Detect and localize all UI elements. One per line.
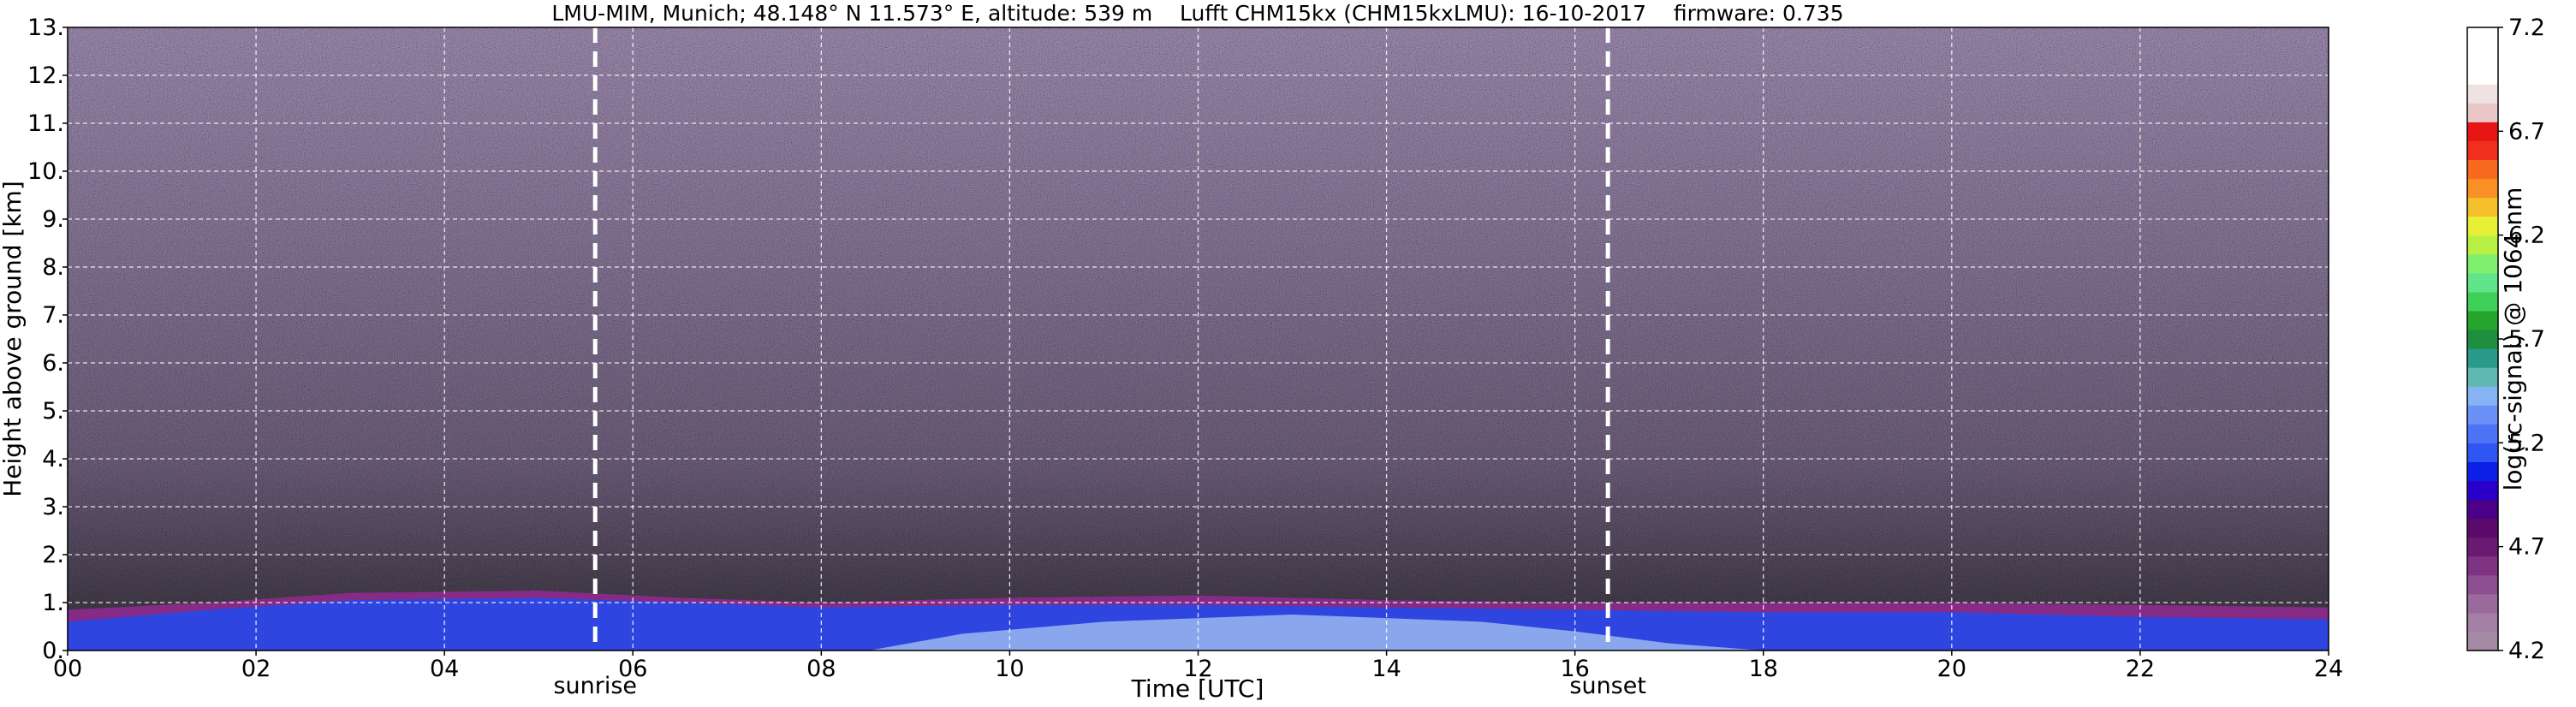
x-tick-label: 02 [241, 656, 271, 682]
y-tick-label: 10. [27, 158, 64, 185]
colorbar-segment [2467, 291, 2498, 312]
y-tick-label: 0. [42, 638, 64, 664]
sun-labels: sunrise sunset [553, 673, 1646, 699]
colorbar-segment [2467, 405, 2498, 425]
colorbar-segment [2467, 272, 2498, 293]
colorbar-segment [2467, 103, 2498, 122]
y-tick-label: 6. [42, 350, 64, 377]
colorbar-segment [2467, 461, 2498, 482]
colorbar-tick-label: 7.2 [2508, 15, 2545, 41]
colorbar-tick-label: 4.7 [2508, 534, 2545, 561]
colorbar-segment [2467, 197, 2498, 217]
x-tick-label: 16 [1560, 656, 1589, 682]
colorbar-segment [2467, 178, 2498, 199]
x-tick-label: 10 [995, 656, 1024, 682]
colorbar-tick-label: 5.7 [2508, 326, 2545, 353]
y-tick-label: 7. [42, 302, 64, 329]
colorbar-segment [2467, 348, 2498, 368]
colorbar: 4.2 4.7 5.2 5.7 6.2 6.7 7.2 [2466, 15, 2545, 664]
x-tick-label: 08 [806, 656, 836, 682]
x-axis-label: Time [UTC] [1131, 674, 1264, 703]
colorbar-segment [2467, 84, 2498, 104]
colorbar-segment [2467, 122, 2498, 141]
plot-area [68, 27, 2329, 651]
colorbar-segment [2467, 612, 2498, 633]
colorbar-segment [2467, 574, 2498, 595]
sun-lines [592, 27, 1610, 651]
colorbar-segment [2467, 556, 2498, 576]
colorbar-segment [2467, 46, 2498, 66]
colorbar-segment [2467, 367, 2498, 387]
x-tick-label: 12 [1183, 656, 1212, 682]
colorbar-segment [2467, 216, 2498, 236]
y-axis-label: Height above ground [km] [0, 181, 27, 497]
colorbar-label: log(rc-signal) @ 1064 nm [2499, 187, 2527, 491]
colorbar-segment [2467, 499, 2498, 520]
colorbar-segment [2467, 593, 2498, 614]
y-tick-label: 4. [42, 446, 64, 472]
y-tick-label: 13. [27, 15, 64, 41]
x-tick-label: 04 [430, 656, 459, 682]
y-tick-label: 12. [27, 62, 64, 89]
colorbar-segment [2467, 424, 2498, 443]
chart-title: LMU-MIM, Munich; 48.148° N 11.573° E, al… [551, 1, 1843, 26]
y-tick-label: 11. [27, 110, 64, 137]
colorbar-segment [2467, 480, 2498, 501]
y-tick-label: 3. [42, 494, 64, 520]
colorbar-segment [2467, 537, 2498, 557]
colorbar-segment [2467, 518, 2498, 538]
colorbar-tick-label: 4.2 [2508, 638, 2545, 664]
colorbar-segment [2467, 310, 2498, 330]
colorbar-segment [2467, 235, 2498, 255]
y-tick-label: 5. [42, 398, 64, 425]
x-tick-label: 24 [2314, 656, 2343, 682]
aerosol-layer-light [868, 615, 1764, 651]
x-tick-label: 22 [2126, 656, 2155, 682]
x-tick-label: 18 [1749, 656, 1778, 682]
colorbar-segment [2467, 253, 2498, 274]
x-tick-label: 14 [1371, 656, 1401, 682]
y-tick-label: 1. [42, 590, 64, 616]
y-axis: 0. 1. 2. 3. 4. 5. 6. 7. 8. 9. 10. 11. 12. 13. [27, 15, 68, 664]
colorbar-segment [2467, 27, 2498, 47]
x-tick-label: 20 [1937, 656, 1966, 682]
y-tick-label: 8. [42, 254, 64, 281]
y-tick-label: 2. [42, 542, 64, 568]
colorbar-segment [2467, 443, 2498, 462]
y-tick-label: 9. [42, 206, 64, 233]
colorbar-segment [2467, 159, 2498, 180]
colorbar-tick-label: 6.7 [2508, 118, 2545, 145]
colorbar-segment [2467, 65, 2498, 85]
x-axis: 00 02 04 06 08 10 12 14 16 18 20 22 24 [53, 651, 2343, 682]
x-tick-label: 00 [53, 656, 82, 682]
colorbar-segment [2467, 386, 2498, 406]
grid [68, 27, 2329, 651]
colorbar-segment [2467, 631, 2498, 651]
x-tick-label: 06 [618, 656, 647, 682]
colorbar-segment [2467, 140, 2498, 161]
sunrise-label: sunrise [553, 673, 637, 699]
colorbar-tick-label: 6.2 [2508, 223, 2545, 249]
colorbar-tick-label: 5.2 [2508, 430, 2545, 456]
colorbar-segment [2467, 329, 2498, 349]
sunset-label: sunset [1569, 673, 1646, 699]
